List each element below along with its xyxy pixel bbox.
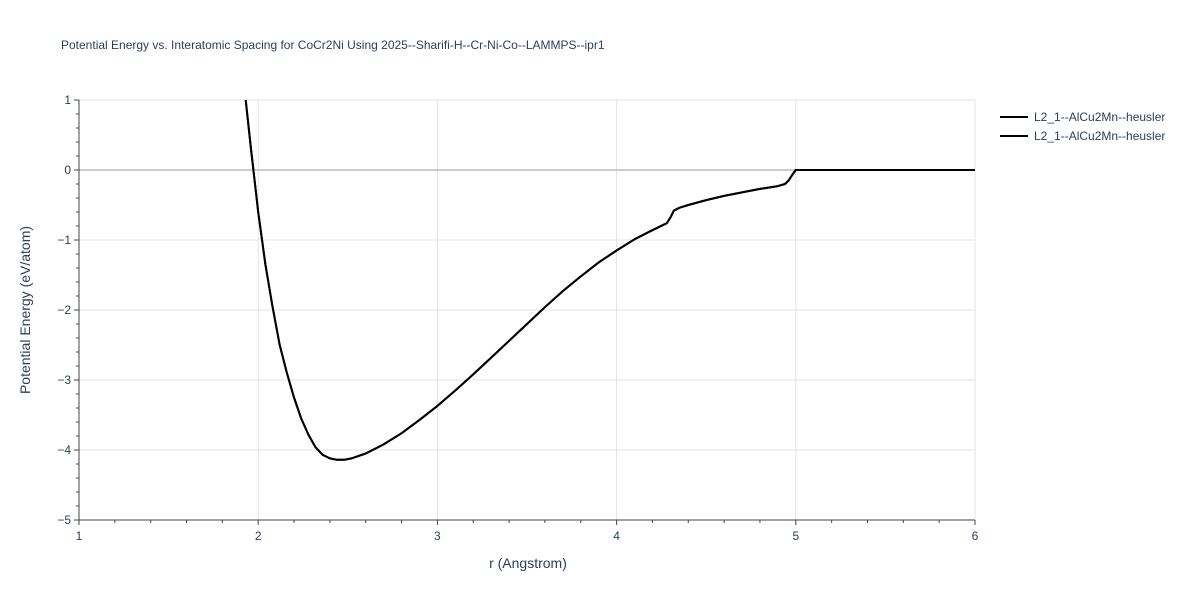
series-line [244,99,975,461]
legend-item[interactable]: L2_1--AlCu2Mn--heusler [1000,107,1165,126]
x-tick-label: 5 [792,529,799,543]
x-tick-label: 3 [434,529,441,543]
legend-item[interactable]: L2_1--AlCu2Mn--heusler [1000,126,1165,145]
y-tick-label: −5 [57,513,71,527]
y-tick-label: −2 [57,303,71,317]
x-axis-title: r (Angstrom) [489,555,567,571]
chart-title: Potential Energy vs. Interatomic Spacing… [61,38,605,52]
y-axis-title: Potential Energy (eV/atom) [17,226,33,394]
legend-line-icon [1000,115,1028,118]
grid-lines [79,99,976,520]
x-tick-label: 4 [613,529,620,543]
x-tick-label: 2 [255,529,262,543]
legend-line-icon [1000,134,1028,137]
y-tick-label: 0 [64,163,71,177]
x-tick-label: 6 [972,529,979,543]
series-line [244,99,975,461]
y-tick-label: −1 [57,233,71,247]
tick-labels: 1 2 3 4 5 6 −5 −4 −3 −2 −1 0 1 [57,93,978,543]
y-tick-label: −4 [57,443,71,457]
y-tick-label: 1 [64,93,71,107]
x-tick-label: 1 [76,529,83,543]
legend-label: L2_1--AlCu2Mn--heusler [1034,109,1166,124]
legend-label: L2_1--AlCu2Mn--heusler [1034,128,1166,143]
legend: L2_1--AlCu2Mn--heusler L2_1--AlCu2Mn--he… [1000,107,1165,145]
series-lines [244,99,975,461]
y-tick-label: −3 [57,373,71,387]
axes [74,99,976,525]
